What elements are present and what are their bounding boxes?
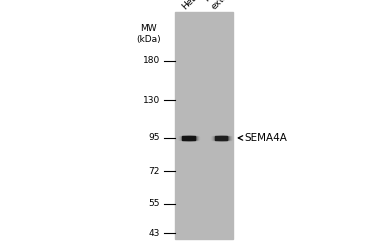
Text: MW
(kDa): MW (kDa) [136,24,161,44]
Bar [224,136,225,140]
Text: 72: 72 [148,167,160,176]
Bar [192,136,193,140]
Bar [214,136,215,140]
Bar [198,136,199,140]
Bar [223,136,224,140]
Text: SEMA4A: SEMA4A [244,133,287,143]
Text: 55: 55 [148,199,160,208]
Bar [178,136,179,140]
Bar [213,136,214,140]
Bar [180,136,181,140]
Bar [221,136,222,140]
Bar [190,136,191,140]
Text: 95: 95 [148,133,160,142]
Text: 43: 43 [148,229,160,238]
Bar [184,136,185,140]
Bar [229,136,230,140]
Bar [225,136,226,140]
Bar [228,136,229,140]
Bar [182,136,183,140]
Bar [188,136,189,140]
Bar [185,136,186,140]
Bar [179,136,180,140]
Bar [217,136,218,140]
Bar [222,136,223,140]
Bar [183,136,184,140]
Bar [187,136,188,140]
Bar [191,136,192,140]
Bar [218,136,219,140]
Bar [203,60,217,62]
Bar [186,136,187,140]
Bar [211,136,212,140]
Bar [182,136,195,140]
Bar [231,136,232,140]
Bar [226,136,227,140]
Bar [175,12,233,239]
Bar [194,136,195,140]
Bar [181,136,182,140]
Bar [219,136,220,140]
Bar [230,136,231,140]
Bar [227,136,228,140]
Bar [197,136,198,140]
Bar [212,136,213,140]
Text: HeLa membrane
extract: HeLa membrane extract [203,0,270,11]
Bar [216,136,227,140]
Text: 180: 180 [142,56,160,65]
Bar [195,136,196,140]
Bar [216,136,217,140]
Text: HeLa: HeLa [180,0,203,11]
Bar [189,136,190,140]
Bar [220,136,221,140]
Text: 130: 130 [142,96,160,105]
Bar [196,136,197,140]
Bar [193,136,194,140]
Bar [215,136,216,140]
